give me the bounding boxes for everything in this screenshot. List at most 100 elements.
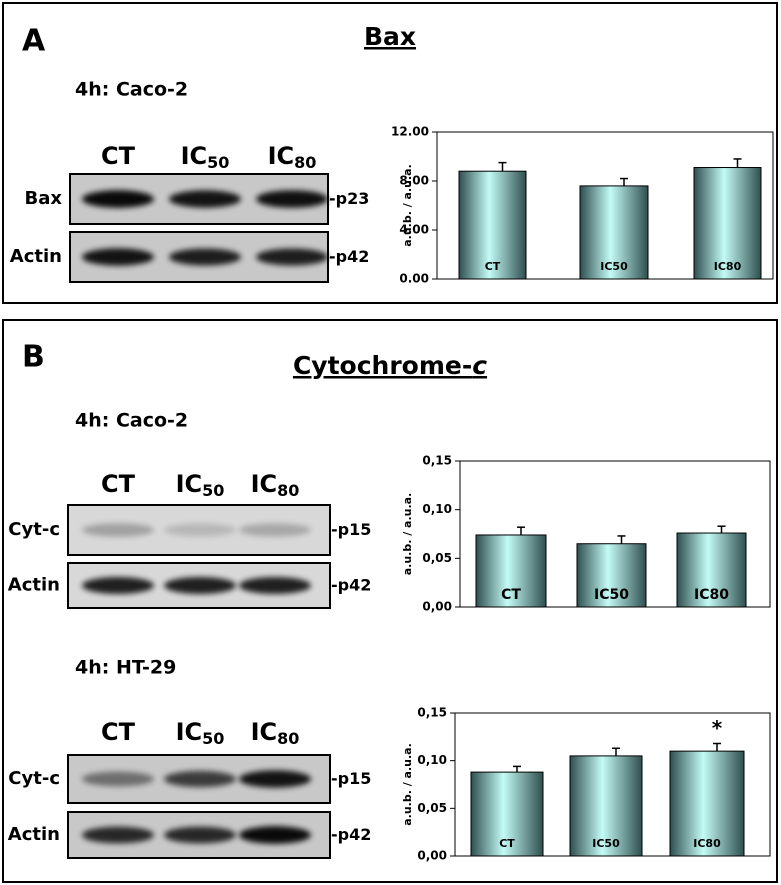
row-label: Actin — [8, 575, 60, 596]
category-label: IC50 — [600, 260, 628, 273]
panel-letter: A — [22, 24, 46, 59]
y-axis-label: a.u.b. / a.u.a. — [401, 493, 414, 576]
y-tick-label: 0,05 — [422, 551, 452, 565]
y-tick-label: 0.00 — [399, 272, 429, 286]
row-label: Bax — [25, 188, 63, 209]
weight-text: p15 — [338, 520, 372, 539]
weight-dash: ‐ — [331, 825, 338, 844]
lane-text: IC — [176, 718, 203, 746]
weight-label: ‐p15 — [331, 769, 371, 788]
row-label: Actin — [10, 246, 62, 267]
band — [82, 523, 154, 537]
category-label: IC50 — [592, 837, 620, 850]
lane-label: IC50 — [181, 142, 230, 172]
lane-text: CT — [101, 470, 136, 498]
lane-text: IC — [268, 142, 295, 170]
weight-dash: ‐ — [329, 189, 336, 208]
y-tick-label: 0,00 — [417, 849, 447, 863]
lane-text: CT — [101, 718, 136, 746]
weight-dash: ‐ — [329, 247, 336, 266]
panel-frame — [2, 319, 778, 883]
band — [164, 576, 236, 595]
bar — [569, 755, 643, 857]
bar — [669, 750, 745, 857]
band — [82, 576, 154, 595]
category-label: IC80 — [693, 837, 721, 850]
category-label: CT — [501, 587, 521, 603]
y-tick-label: 12.00 — [391, 125, 429, 139]
lane-label: IC80 — [251, 470, 300, 500]
lane-label: IC50 — [176, 718, 225, 748]
title-text: Bax — [364, 22, 416, 51]
cell-line-label: 4h: Caco-2 — [75, 410, 188, 432]
cell-line-label: 4h: HT-29 — [75, 657, 176, 679]
category-label: IC80 — [694, 587, 729, 603]
row-label: Cyt-c — [8, 519, 60, 540]
weight-label: ‐p15 — [331, 520, 371, 539]
weight-text: p42 — [338, 825, 372, 844]
weight-label: ‐p42 — [331, 825, 371, 844]
lane-label: CT — [101, 470, 136, 498]
y-tick-label: 0,10 — [422, 502, 452, 516]
lane-text: IC — [251, 718, 278, 746]
band — [164, 770, 236, 788]
weight-text: p42 — [336, 247, 370, 266]
lane-text: IC — [251, 470, 278, 498]
weight-label: ‐p23 — [329, 189, 369, 208]
weight-dash: ‐ — [331, 769, 338, 788]
lane-sub: 80 — [277, 481, 299, 500]
category-label: IC80 — [714, 260, 742, 273]
lane-label: IC80 — [251, 718, 300, 748]
bar — [475, 534, 547, 608]
band — [169, 190, 241, 208]
panel-frame — [2, 2, 778, 304]
weight-text: p23 — [336, 189, 370, 208]
bar — [470, 771, 544, 857]
row-label: Cyt-c — [8, 768, 60, 789]
band — [256, 190, 328, 208]
lane-label: IC50 — [176, 470, 225, 500]
weight-label: ‐p42 — [331, 575, 371, 594]
row-label: Actin — [8, 824, 60, 845]
category-label: IC50 — [594, 587, 629, 603]
panel-title: Cytochrome-c — [293, 351, 487, 380]
band — [164, 826, 236, 844]
weight-text: p15 — [338, 769, 372, 788]
bar — [576, 543, 647, 608]
lane-label: IC80 — [268, 142, 317, 172]
bar — [579, 185, 649, 280]
y-tick-label: 0,00 — [422, 600, 452, 614]
lane-label: CT — [101, 142, 136, 170]
y-tick-label: 0,15 — [422, 454, 452, 468]
y-tick-label: 0,15 — [417, 706, 447, 720]
lane-text: CT — [101, 142, 136, 170]
y-axis-label: a.u.b. / a.u.a. — [401, 743, 414, 826]
panel-title: Bax — [364, 22, 416, 51]
weight-text: p42 — [338, 575, 372, 594]
band — [164, 523, 236, 537]
lane-label: CT — [101, 718, 136, 746]
category-label: CT — [499, 837, 515, 850]
weight-dash: ‐ — [331, 520, 338, 539]
band — [82, 190, 154, 208]
panel-letter: B — [22, 340, 45, 375]
bar — [458, 170, 527, 280]
y-tick-label: 4.00 — [399, 223, 429, 237]
weight-dash: ‐ — [331, 575, 338, 594]
y-axis-label: a.u.b. / a.u.a. — [401, 164, 414, 247]
lane-sub: 50 — [202, 729, 224, 748]
bar — [676, 532, 747, 608]
lane-sub: 80 — [294, 153, 316, 172]
title-text: Cytochrome- — [293, 351, 472, 380]
band — [256, 248, 328, 266]
band — [239, 523, 311, 537]
y-tick-label: 0,05 — [417, 801, 447, 815]
band — [82, 826, 154, 844]
band — [239, 826, 311, 844]
title-italic: c — [472, 351, 487, 380]
lane-sub: 80 — [277, 729, 299, 748]
annotation: * — [712, 716, 723, 740]
band — [169, 248, 241, 266]
band — [82, 248, 154, 266]
